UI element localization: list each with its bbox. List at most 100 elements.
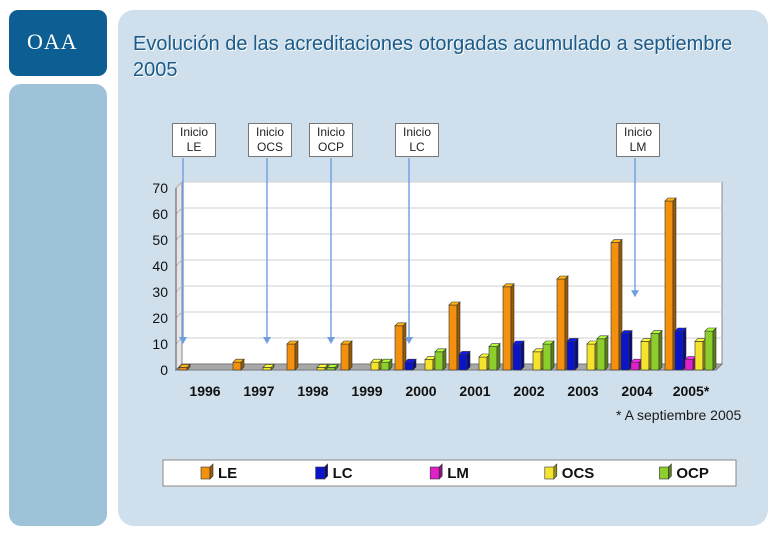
y-tick-label: 40 [152,258,168,274]
bar-top-ocp-2002 [542,340,555,345]
bar-ocp-2001 [488,346,498,371]
bar-ocs-2005* [694,341,704,371]
legend-swatch-side-le [209,463,214,480]
bar-side-ocp-2002 [550,340,555,371]
legend-box [162,459,737,487]
bar-side-ocp-2004 [658,329,663,371]
label-inicio-lm: Inicio LM [616,123,660,157]
bar-top-ocs-1999 [370,358,383,363]
legend-label-ocp: OCP [676,465,709,482]
bar-ocs-2002 [532,351,542,371]
x-tick-label-2004: 2004 [621,383,652,399]
gridline-side [175,259,183,267]
bar-top-ocp-2000 [434,348,447,353]
y-tick-label: 0 [160,362,168,378]
bar-side-lc-2003 [574,337,579,371]
y-tick-label: 20 [152,310,168,326]
label-inicio-le: Inicio LE [172,123,216,157]
bar-ocs-2000 [424,359,434,371]
arrow-head-ocp [327,337,335,344]
arrow-head-le [179,337,187,344]
bar-top-lc-2004 [620,330,633,334]
bar-ocp-1999 [380,361,390,371]
bar-top-lc-2000 [404,358,417,363]
y-tick-label: 30 [152,284,168,300]
bar-lm-2005* [684,359,694,371]
logo-text: OAA [27,29,78,54]
bar-top-ocp-2001 [488,343,501,347]
bar-top-le-2002 [502,283,515,288]
bar-lc-2003 [566,341,576,371]
x-tick-label-2003: 2003 [567,383,598,399]
label-inicio-lc: Inicio LC [395,123,439,157]
legend-swatch-side-lm [438,463,443,480]
legend-swatch-side-ocp [668,463,672,480]
gridline-side [175,233,183,241]
legend-swatch-ocp [659,466,669,480]
bar-ocs-1998 [316,367,326,371]
legend-label-ocs: OCS [562,465,595,482]
bar-ocs-1997 [262,367,272,371]
bar-lc-2001 [458,354,468,371]
arrow-head-lm [631,290,639,298]
bar-ocp-1998 [326,367,336,371]
bar-ocs-1999 [370,361,380,371]
bar-lm-2004 [630,361,640,371]
plot-side-wall [175,180,183,372]
arrow-head-lc [405,337,413,344]
y-tick-label: 60 [152,206,168,222]
legend-label-lm: LM [447,465,469,482]
bar-top-lc-2001 [458,351,471,355]
bar-le-2003 [556,278,566,371]
x-tick-label-1996: 1996 [189,383,220,399]
legend-swatch-side-lc [324,463,328,480]
bar-ocp-2000 [434,351,444,371]
bar-le-2005* [664,200,674,371]
bar-top-ocp-2003 [596,335,609,340]
x-tick-label-1999: 1999 [351,383,382,399]
bar-top-ocp-2004 [650,330,663,334]
bar-lc-2004 [620,333,630,371]
bar-top-ocp-1999 [380,358,393,363]
x-tick-label-2002: 2002 [513,383,544,399]
bar-lc-2002 [512,343,522,371]
bar-top-le-2001 [448,301,461,306]
gridline-side [175,207,183,215]
bar-top-le-2004 [610,239,623,243]
bar-top-le-1996 [178,364,191,368]
bar-side-ocp-2005* [712,327,717,371]
gridline-side [175,285,183,293]
bar-side-ocp-2000 [442,348,447,371]
bar-side-le-1998 [294,340,299,371]
bar-ocp-2004 [650,333,660,371]
bar-ocs-2004 [640,341,650,371]
label-inicio-ocp: Inicio OCP [309,123,353,157]
legend-swatch-lc [315,466,325,480]
y-tick-label: 50 [152,232,168,248]
bar-ocp-2003 [596,338,606,371]
bar-le-2004 [610,242,620,371]
x-tick-label-2001: 2001 [459,383,490,399]
bar-side-ocp-2001 [496,342,501,371]
chart-title: Evolución de las acreditaciones otorgada… [133,33,733,81]
bar-top-ocs-1997 [262,364,275,368]
legend-label-lc: LC [333,465,353,482]
bar-top-lc-2005* [674,327,687,332]
bar-top-ocp-2005* [704,327,717,332]
legend-swatch-lm [429,466,440,480]
bar-top-lc-2002 [512,340,525,345]
label-inicio-ocs: Inicio OCS [248,123,292,157]
bar-le-1998 [286,343,296,371]
bar-ocs-2003 [586,343,596,371]
bar-ocs-2001 [478,356,488,371]
bar-top-le-2003 [556,275,569,280]
bar-top-lc-2003 [566,338,579,342]
logo: OAA [9,10,107,76]
footnote: * A septiembre 2005 [616,407,742,423]
x-tick-label-2000: 2000 [405,383,436,399]
side-bar [9,84,107,526]
bar-le-2002 [502,286,512,371]
y-tick-label: 70 [152,180,168,196]
bar-top-le-1999 [340,340,353,345]
